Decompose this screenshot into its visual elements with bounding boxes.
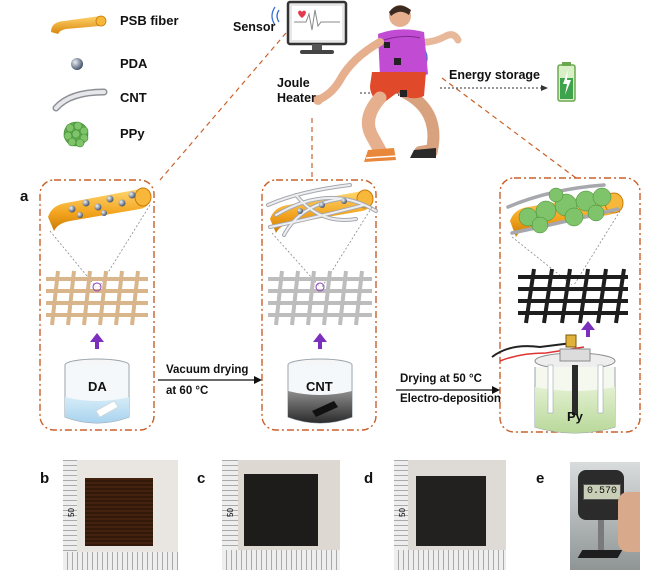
gauge-anvil xyxy=(577,550,623,558)
ruler-vertical xyxy=(222,460,238,570)
gauge-display: 0.570 xyxy=(583,484,621,500)
fabric-tan-grid xyxy=(46,270,148,326)
panel-label-c: c xyxy=(197,470,206,487)
fabrication-process-diagram xyxy=(39,177,641,434)
ruler-vertical xyxy=(394,460,408,570)
fiber-ppy-coated xyxy=(506,183,624,237)
beaker-label-py: Py xyxy=(567,409,583,424)
legend-label-pda: PDA xyxy=(120,56,148,71)
ruler-horizontal xyxy=(222,550,340,570)
fabric-gray-grid xyxy=(268,270,372,326)
panel-label-e: e xyxy=(536,470,545,487)
step1-text-line1: Vacuum drying xyxy=(166,364,249,376)
applications-scene xyxy=(159,0,577,181)
ruler-mark-label: 50 xyxy=(397,508,407,517)
fabric-sample xyxy=(416,476,486,546)
beaker-cnt xyxy=(287,358,353,424)
joule-heater-label: Joule Heater xyxy=(277,76,316,105)
beaker-label-da: DA xyxy=(88,379,107,394)
fabric-black-grid xyxy=(518,268,628,324)
ppy-cluster-icon xyxy=(63,121,89,148)
step2-text-line2: Electro-deposition xyxy=(400,393,501,405)
panel-label-b: b xyxy=(40,470,50,487)
runner-figure xyxy=(313,5,462,162)
ruler-horizontal xyxy=(394,550,506,570)
ruler-horizontal xyxy=(63,552,178,570)
photo-thickness-gauge: 0.570 xyxy=(570,462,640,570)
beaker-label-cnt: CNT xyxy=(306,379,333,394)
fiber-cnt-coated xyxy=(266,183,378,237)
gauge-stem xyxy=(598,520,604,550)
beaker-da xyxy=(64,358,130,424)
legend-label-cnt: CNT xyxy=(120,90,147,105)
legend-label-psb: PSB fiber xyxy=(120,13,179,28)
legend: PSB fiber PDA CNT PPy xyxy=(0,0,200,160)
ruler-mark-label: 50 xyxy=(225,508,235,517)
fabric-sample xyxy=(85,478,153,546)
panel-label-d: d xyxy=(364,470,374,487)
fiber-pda-coated xyxy=(48,187,152,231)
sensor-label: Sensor xyxy=(233,20,276,34)
psb-fiber-icon xyxy=(51,15,107,34)
hand xyxy=(618,492,640,552)
pda-particle-icon xyxy=(71,58,83,70)
step2-text-line1: Drying at 50 °C xyxy=(400,373,482,385)
photo-fabric-ppy: 50 xyxy=(394,460,506,570)
energy-storage-label: Energy storage xyxy=(449,68,541,82)
ruler-vertical xyxy=(63,460,77,570)
cnt-tube-icon xyxy=(52,88,108,112)
ruler-mark-label: 50 xyxy=(66,508,76,517)
photo-fabric-pda: 50 xyxy=(63,460,178,570)
electrodeposition-cell xyxy=(491,334,616,434)
step1-text-line2: at 60 °C xyxy=(166,385,209,397)
legend-label-ppy: PPy xyxy=(120,126,145,141)
battery-icon xyxy=(557,62,576,102)
monitor-icon xyxy=(286,0,348,54)
panel-label-a: a xyxy=(20,188,29,205)
fabric-sample xyxy=(244,474,318,546)
photo-fabric-cnt: 50 xyxy=(222,460,340,570)
